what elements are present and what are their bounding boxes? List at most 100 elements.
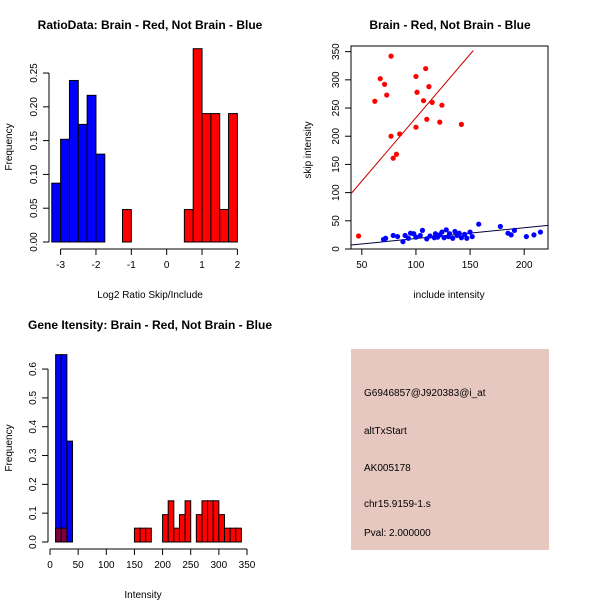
ratio-histogram-bar-red-6 [228, 113, 238, 243]
scatter-point-blue-19 [441, 235, 447, 241]
scatter-y-tick-label: 100 [331, 184, 342, 201]
ratio-histogram-y-tick-label: 0.10 [29, 164, 40, 184]
gene-histogram-y-tick-label: 0.6 [28, 362, 39, 376]
scatter-point-blue-35 [508, 232, 514, 238]
gene-histogram-bar-red-16 [229, 527, 237, 543]
scatter-point-blue-23 [450, 235, 456, 241]
scatter-xlabel: include intensity [413, 290, 484, 301]
scatter-axes: 50 100 150 200 0 50 100 150 200 250 300 350 [331, 43, 533, 271]
gene-histogram-title: Gene Itensity: Brain - Red, Not Brain - … [28, 318, 272, 332]
scatter-point-blue-6 [405, 235, 411, 241]
gene-histogram-x-tick-label: 150 [126, 560, 143, 571]
scatter-point-red-18 [439, 102, 445, 108]
ratio-histogram-x-tick-label: -1 [127, 260, 136, 271]
gene-histogram-bars [55, 354, 242, 543]
ratio-histogram-x-tick-label: -3 [56, 260, 65, 271]
gene-histogram-bar-blue-1 [60, 354, 68, 543]
scatter-point-red-7 [390, 155, 396, 161]
scatter-point-blue-32 [476, 221, 482, 227]
scatter-point-blue-10 [417, 232, 423, 239]
ratio-histogram-bars [51, 48, 238, 243]
ratio-histogram-bar-blue-1 [60, 138, 70, 243]
scatter-fit-line-red [350, 50, 474, 195]
info-pval: Pval: 2.000000 [364, 528, 431, 539]
scatter-y-tick-label: 350 [331, 43, 342, 60]
ratio-histogram-bar-red-3 [201, 113, 212, 243]
scatter-ylabel: skip intensity [303, 121, 314, 178]
scatter-point-red-8 [393, 151, 400, 157]
gene-histogram-bar-red-3 [139, 527, 147, 543]
gene-histogram-bar-blue-0 [55, 354, 62, 543]
gene-histogram-bar-red-5 [162, 514, 169, 543]
scatter-y-tick-label: 250 [331, 99, 342, 116]
ratio-histogram-title: RatioData: Brain - Red, Not Brain - Blue [38, 18, 263, 32]
gene-histogram-bar-red-11 [201, 500, 209, 543]
gene-histogram-axes: 0 50 100 150 200 250 300 350 0.0 0.1 0.2 0.3 0.4 0.5 0… [28, 362, 256, 571]
scatter-point-blue-1 [383, 235, 389, 241]
scatter-y-tick-label: 50 [331, 215, 342, 227]
gene-histogram-bar-red-10 [195, 514, 203, 543]
gene-histogram-x-tick-label: 100 [98, 560, 115, 571]
scatter-point-red-19 [458, 121, 465, 127]
ratio-histogram-bar-blue-5 [95, 153, 106, 243]
gene-histogram-xlabel: Intensity [124, 590, 161, 600]
ratio-histogram-bar-blue-2 [68, 79, 79, 243]
scatter-point-blue-22 [446, 231, 453, 237]
ratio-histogram-bar-red-0 [121, 209, 132, 243]
scatter-point-red-20 [413, 124, 419, 130]
scatter-point-blue-2 [390, 232, 396, 239]
scatter-y-tick-label: 0 [331, 246, 342, 252]
gene-histogram-bar-red-14 [218, 514, 225, 543]
info-panel: G6946857@J920383@i_at altTxStart AK00517… [351, 349, 549, 550]
gene-histogram-panel: Gene Itensity: Brain - Red, Not Brain - … [4, 318, 272, 600]
ratio-histogram-x-tick-label: 0 [164, 260, 170, 271]
scatter-point-red-9 [397, 131, 403, 137]
scatter-point-blue-31 [469, 233, 475, 240]
gene-histogram-x-tick-label: 200 [154, 560, 171, 571]
scatter-point-red-14 [424, 116, 430, 122]
scatter-point-blue-33 [497, 223, 503, 230]
scatter-point-red-17 [437, 119, 443, 125]
ratio-histogram-bar-blue-4 [86, 94, 97, 243]
info-probe-id: G6946857@J920383@i_at [364, 388, 486, 399]
gene-histogram-y-tick-label: 0.3 [28, 448, 39, 462]
gene-histogram-bar-red-9 [184, 500, 192, 543]
gene-histogram-y-tick-label: 0.5 [28, 390, 39, 404]
scatter-point-blue-3 [394, 233, 401, 240]
gene-histogram-bar-red-13 [212, 500, 220, 543]
scatter-point-blue-26 [456, 230, 462, 236]
gene-histogram-bar-red-6 [167, 500, 175, 543]
scatter-point-red-6 [388, 133, 394, 139]
scatter-point-blue-39 [537, 229, 544, 235]
ratio-histogram-x-tick-label: -2 [92, 260, 101, 271]
ratio-histogram-ylabel: Frequency [4, 123, 15, 170]
scatter-point-blue-20 [443, 227, 449, 233]
scatter-point-red-5 [388, 53, 394, 59]
scatter-point-blue-11 [419, 227, 426, 233]
scatter-point-blue-9 [413, 234, 419, 240]
scatter-y-tick-label: 150 [331, 156, 342, 173]
scatter-panel: Brain - Red, Not Brain - Blue include in… [303, 18, 549, 301]
scatter-point-red-15 [426, 84, 432, 90]
scatter-point-blue-24 [452, 228, 458, 235]
scatter-plot-box [350, 45, 549, 250]
scatter-x-tick-label: 150 [462, 260, 479, 271]
scatter-y-tick-label: 200 [331, 127, 342, 144]
gene-histogram-x-tick-label: 250 [182, 560, 199, 571]
scatter-point-blue-27 [458, 235, 465, 241]
ratio-histogram-y-tick-label: 0.20 [29, 97, 40, 117]
scatter-point-blue-37 [523, 233, 529, 240]
ratio-histogram-bar-blue-3 [77, 123, 88, 243]
scatter-point-red-4 [384, 92, 390, 98]
gene-histogram-y-tick-label: 0.2 [28, 477, 39, 491]
scatter-point-red-1 [372, 98, 378, 104]
gene-histogram-x-tick-label: 300 [211, 560, 228, 571]
scatter-point-blue-30 [467, 229, 473, 235]
scatter-point-blue-18 [439, 229, 445, 235]
gene-histogram-bar-red-8 [178, 514, 186, 543]
gene-histogram-y-tick-label: 0.1 [28, 506, 39, 520]
scatter-point-red-0 [355, 233, 362, 239]
gene-histogram-x-tick-label: 350 [239, 560, 256, 571]
scatter-point-blue-38 [531, 232, 537, 238]
